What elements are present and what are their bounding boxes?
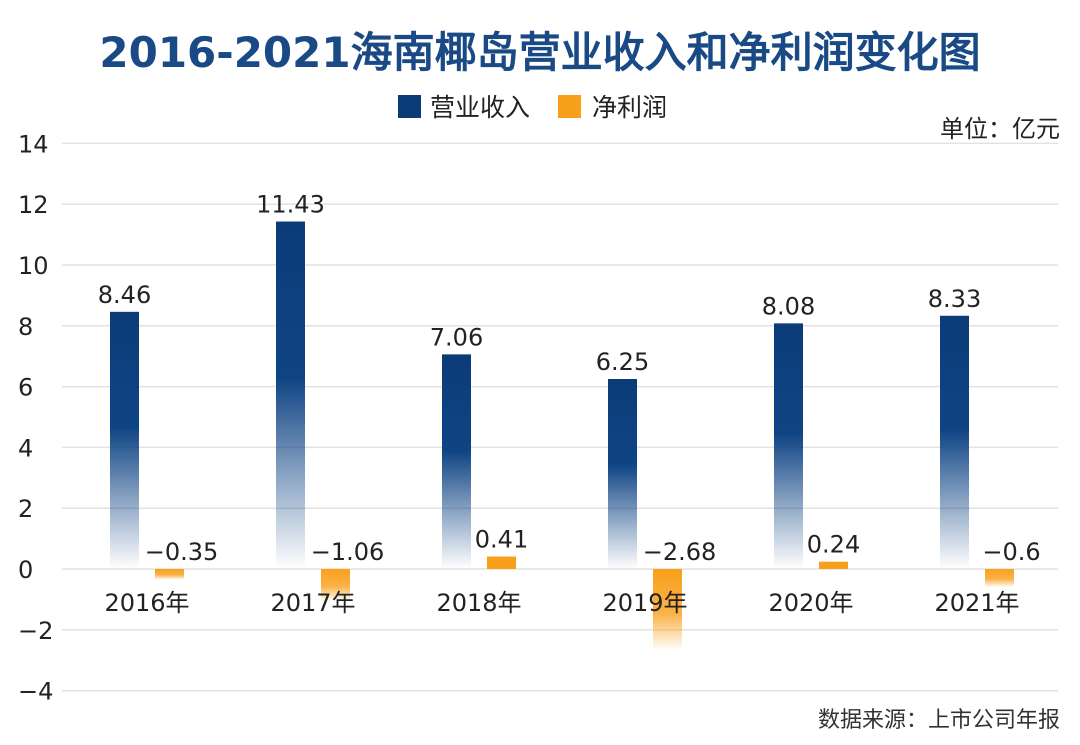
x-tick-label: 2020年: [768, 589, 853, 617]
data-label-profit: −1.06: [311, 538, 385, 566]
x-tick-label: 2017年: [270, 589, 355, 617]
bar-revenue: [276, 221, 305, 569]
bar-profit: [653, 569, 682, 651]
bar-profit: [819, 561, 848, 569]
x-tick-label: 2019年: [602, 589, 687, 617]
data-label-revenue: 8.33: [928, 285, 981, 313]
bar-revenue: [774, 323, 803, 569]
y-tick-label: 12: [18, 191, 49, 219]
bar-profit: [155, 569, 184, 580]
bar-profit: [985, 569, 1014, 588]
unit-label: 单位：亿元: [940, 115, 1060, 143]
data-label-revenue: 8.46: [98, 281, 151, 309]
y-tick-label: −4: [18, 678, 53, 706]
legend-swatch-revenue: [398, 95, 421, 118]
y-tick-label: −2: [18, 617, 53, 645]
data-label-profit: 0.24: [807, 531, 860, 559]
source-note: 数据来源：上市公司年报: [818, 708, 1060, 733]
y-tick-label: 0: [18, 556, 33, 584]
y-tick-label: 2: [18, 495, 33, 523]
data-label-profit: −0.35: [145, 538, 219, 566]
bar-revenue: [110, 311, 139, 569]
data-label-revenue: 7.06: [430, 323, 483, 351]
y-tick-label: 4: [18, 434, 33, 462]
y-tick-label: 8: [18, 313, 33, 341]
y-tick-label: 14: [18, 130, 49, 158]
y-tick-label: 6: [18, 374, 33, 402]
bar-revenue: [940, 315, 969, 569]
x-tick-label: 2016年: [104, 589, 189, 617]
legend-label-profit: 净利润: [592, 93, 667, 122]
y-tick-label: 10: [18, 252, 49, 280]
data-label-profit: 0.41: [475, 526, 528, 554]
data-label-profit: −0.6: [982, 538, 1040, 566]
legend-label-revenue: 营业收入: [430, 93, 530, 122]
x-tick-label: 2018年: [436, 589, 521, 617]
data-label-revenue: 6.25: [596, 348, 649, 376]
data-label-profit: −2.68: [643, 538, 717, 566]
bar-revenue: [608, 379, 637, 569]
legend-swatch-profit: [558, 95, 581, 118]
bar-revenue: [442, 354, 471, 569]
bar-profit: [321, 569, 350, 602]
data-label-revenue: 11.43: [256, 191, 325, 219]
data-label-revenue: 8.08: [762, 292, 815, 320]
chart-title: 2016-2021海南椰岛营业收入和净利润变化图: [99, 28, 980, 77]
bar-profit: [487, 556, 516, 569]
legend: 营业收入 净利润: [398, 93, 667, 122]
x-tick-label: 2021年: [934, 589, 1019, 617]
